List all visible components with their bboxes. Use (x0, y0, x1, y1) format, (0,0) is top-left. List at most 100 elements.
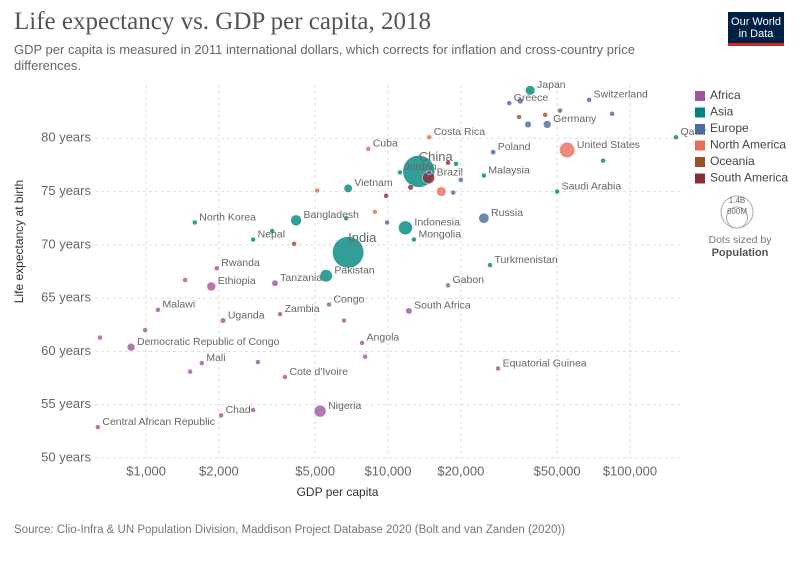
data-point (326, 301, 332, 308)
data-point (314, 187, 320, 194)
point-label: Ethiopia (218, 275, 256, 287)
point-label: Switzerland (594, 89, 648, 101)
data-point (407, 184, 414, 191)
point-label: Congo (333, 293, 364, 305)
data-point (126, 342, 136, 352)
legend-swatch (695, 140, 705, 151)
legend-label: Asia (710, 105, 734, 119)
data-point (250, 236, 256, 243)
data-point (277, 311, 283, 317)
legend-label: Europe (710, 121, 749, 135)
point-label: South Africa (414, 300, 471, 312)
point-label: United States (577, 139, 640, 151)
point-label: Nigeria (328, 400, 361, 412)
logo-line: Our World (731, 16, 781, 28)
data-point (219, 317, 227, 324)
data-point (405, 307, 413, 315)
point-label: Greece (514, 92, 549, 104)
data-point (600, 157, 606, 164)
size-legend-label: 1.4B (729, 196, 745, 205)
data-point (255, 359, 261, 365)
size-legend-label: 600M (727, 207, 747, 216)
point-label: India (348, 230, 377, 245)
data-point (450, 189, 456, 196)
data-point (95, 424, 101, 430)
x-tick-label: $5,000 (295, 463, 335, 478)
y-tick-label: 70 years (41, 236, 91, 251)
data-point (290, 214, 302, 227)
point-label: Chad (226, 404, 251, 416)
point-label: Brazil (437, 166, 463, 178)
point-label: Pakistan (334, 265, 374, 277)
data-point (543, 120, 552, 129)
data-point (343, 215, 349, 221)
point-label: Mali (206, 352, 225, 364)
point-label: Nepal (258, 228, 285, 240)
data-point (490, 149, 497, 156)
legend-swatch (695, 173, 705, 184)
data-point (97, 334, 103, 341)
point-label: Uganda (228, 309, 265, 321)
y-axis-label: Life expectancy at birth (12, 180, 26, 303)
data-point (250, 407, 256, 413)
data-point (383, 193, 389, 199)
data-point (478, 212, 490, 224)
data-point (199, 360, 205, 366)
data-point (609, 111, 615, 117)
point-label: Russia (491, 207, 523, 219)
point-label: Central African Republic (102, 416, 215, 428)
data-point (458, 177, 464, 183)
legend-label: Africa (710, 88, 741, 102)
data-point (372, 209, 378, 215)
data-point (269, 228, 275, 234)
data-point (516, 114, 522, 120)
data-point (192, 219, 198, 226)
data-point (319, 269, 333, 283)
legend-swatch (695, 107, 705, 118)
data-point (398, 220, 413, 236)
x-tick-label: $50,000 (534, 463, 581, 478)
point-label: Jordan (404, 161, 436, 173)
data-point (495, 365, 501, 372)
point-label: China (419, 149, 454, 164)
point-label: Cote d'Ivoire (289, 366, 348, 378)
logo-line: in Data (738, 28, 774, 40)
data-point (673, 134, 679, 140)
data-point (445, 160, 451, 166)
y-tick-label: 75 years (41, 183, 91, 198)
data-point (426, 169, 432, 176)
point-label: Turkmenistan (495, 254, 558, 266)
data-point (384, 219, 390, 226)
point-label: Saudi Arabia (562, 180, 622, 192)
data-point (332, 236, 365, 269)
data-point (481, 172, 487, 179)
data-point (397, 169, 403, 176)
y-tick-label: 60 years (41, 343, 91, 358)
point-label: Malaysia (488, 164, 530, 176)
point-label: North Korea (199, 211, 256, 223)
data-point (291, 241, 297, 247)
data-point (445, 282, 451, 289)
data-point (206, 281, 217, 292)
y-tick-label: 80 years (41, 130, 91, 145)
y-tick-label: 65 years (41, 290, 91, 305)
chart-subtitle: GDP per capita is measured in 2011 inter… (14, 42, 635, 73)
x-tick-label: $10,000 (365, 463, 412, 478)
data-point (559, 142, 576, 158)
data-point (557, 107, 563, 114)
data-point (218, 412, 224, 419)
data-point (341, 317, 347, 324)
y-tick-label: 55 years (41, 396, 91, 411)
data-point (182, 277, 188, 283)
data-point (506, 100, 512, 106)
size-legend-circle (726, 206, 748, 229)
data-point (343, 183, 353, 193)
logo[interactable]: Our World in Data (728, 12, 784, 46)
data-point (453, 161, 459, 167)
point-label: Bangladesh (304, 209, 360, 221)
point-label: Indonesia (414, 217, 460, 229)
data-point (359, 340, 365, 346)
data-point (586, 97, 592, 103)
